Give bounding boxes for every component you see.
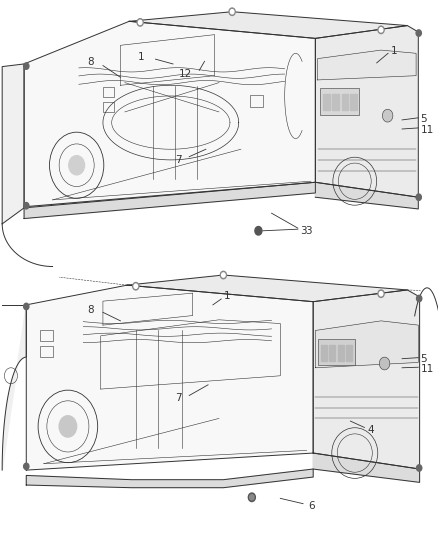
Text: 1: 1: [223, 292, 230, 301]
Bar: [250, 95, 263, 107]
Bar: [40, 346, 53, 357]
Polygon shape: [315, 26, 418, 197]
Circle shape: [59, 416, 77, 437]
Text: 6: 6: [308, 502, 314, 511]
Circle shape: [69, 156, 85, 175]
Bar: [346, 345, 352, 361]
Bar: [323, 94, 330, 110]
Polygon shape: [129, 12, 407, 38]
Polygon shape: [2, 305, 26, 470]
Circle shape: [137, 19, 143, 26]
Polygon shape: [24, 21, 315, 208]
Bar: [332, 94, 339, 110]
Text: 5: 5: [420, 354, 427, 364]
Polygon shape: [2, 64, 24, 224]
Text: 1: 1: [138, 52, 145, 62]
Bar: [338, 345, 344, 361]
Circle shape: [230, 10, 234, 14]
Circle shape: [382, 109, 393, 122]
Bar: [342, 94, 348, 110]
Text: 5: 5: [420, 115, 427, 124]
Circle shape: [379, 28, 383, 32]
Polygon shape: [26, 285, 313, 470]
Circle shape: [134, 284, 138, 288]
Text: 4: 4: [368, 425, 374, 434]
Circle shape: [133, 282, 139, 290]
Bar: [318, 339, 355, 365]
Bar: [320, 88, 359, 115]
Circle shape: [24, 463, 29, 470]
Circle shape: [229, 8, 235, 15]
Text: 8: 8: [88, 305, 94, 315]
Polygon shape: [26, 469, 313, 488]
Circle shape: [378, 290, 384, 297]
Circle shape: [255, 227, 262, 235]
Circle shape: [24, 303, 29, 310]
Circle shape: [416, 30, 421, 36]
Text: 3: 3: [300, 226, 307, 236]
Bar: [321, 345, 327, 361]
Text: 11: 11: [420, 125, 434, 134]
Circle shape: [24, 63, 29, 69]
Text: 11: 11: [420, 364, 434, 374]
Circle shape: [379, 357, 390, 370]
Polygon shape: [127, 275, 407, 302]
Text: 7: 7: [176, 155, 182, 165]
Text: 12: 12: [179, 69, 192, 78]
Circle shape: [24, 203, 29, 209]
Circle shape: [138, 20, 142, 25]
Polygon shape: [24, 182, 315, 219]
Circle shape: [222, 273, 225, 277]
Text: 1: 1: [391, 46, 397, 55]
Bar: [40, 330, 53, 341]
Text: 8: 8: [88, 58, 94, 67]
Circle shape: [250, 495, 254, 500]
Bar: [350, 94, 357, 110]
Circle shape: [417, 295, 422, 302]
Polygon shape: [315, 182, 418, 209]
Circle shape: [248, 493, 255, 502]
Circle shape: [378, 26, 384, 34]
Text: 3: 3: [305, 227, 311, 236]
Polygon shape: [318, 50, 416, 80]
Polygon shape: [313, 453, 420, 482]
Bar: [328, 345, 335, 361]
Circle shape: [379, 292, 383, 296]
Circle shape: [417, 465, 422, 471]
Polygon shape: [313, 290, 420, 469]
Bar: [103, 87, 114, 97]
Polygon shape: [315, 321, 418, 368]
Bar: [103, 102, 114, 112]
Circle shape: [416, 194, 421, 200]
Circle shape: [220, 271, 226, 279]
Text: 7: 7: [176, 393, 182, 403]
